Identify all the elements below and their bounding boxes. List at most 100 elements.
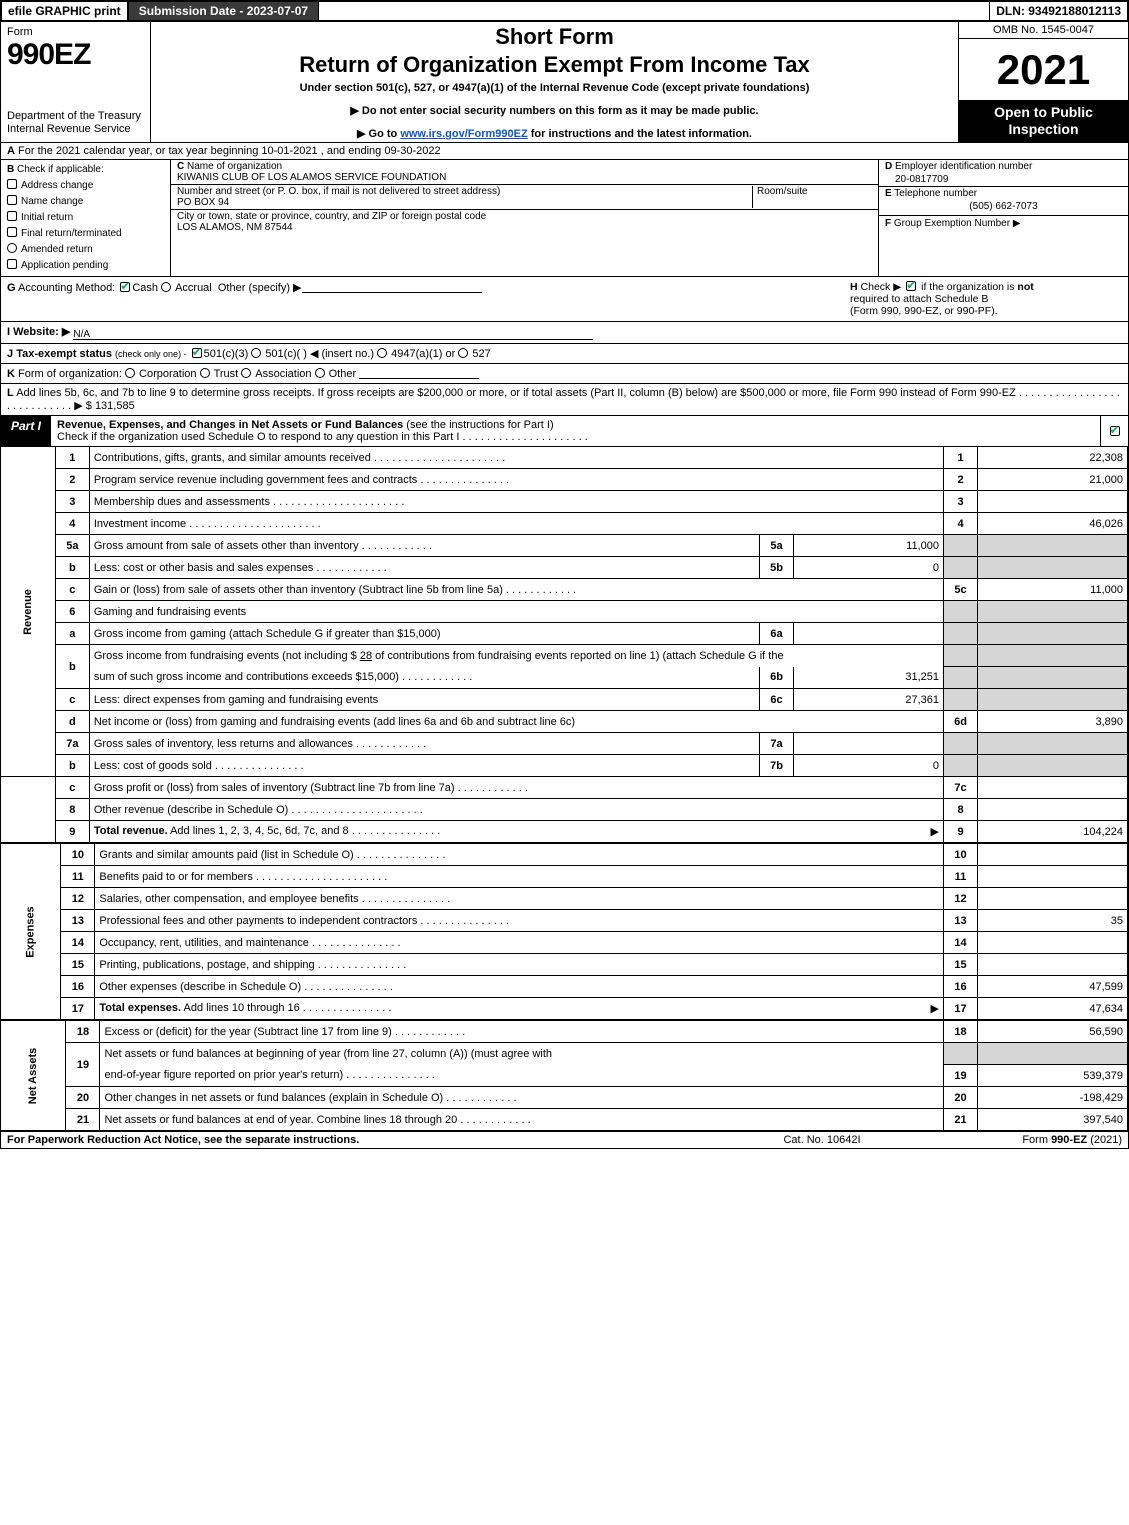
- line-19-desc: Net assets or fund balances at beginning…: [100, 1043, 944, 1065]
- corp-radio[interactable]: [125, 368, 135, 378]
- 4947-radio[interactable]: [377, 348, 387, 358]
- section-b-label: B: [7, 164, 14, 175]
- line-5b-desc: Less: cost or other basis and sales expe…: [94, 562, 387, 574]
- trust-label: Trust: [214, 368, 239, 380]
- line-14-value: [978, 932, 1128, 954]
- tax-year: 2021: [959, 39, 1128, 100]
- line-1-desc: Contributions, gifts, grants, and simila…: [94, 452, 505, 464]
- schedule-o-checkbox[interactable]: [1110, 426, 1120, 436]
- checkbox-icon: [7, 179, 17, 189]
- check-address-change[interactable]: Address change: [7, 178, 164, 194]
- line-15-rno: 15: [944, 954, 978, 976]
- line-18-no: 18: [66, 1021, 100, 1043]
- website-hdr: Website: ▶: [13, 326, 70, 338]
- line-7a-mno: 7a: [760, 733, 794, 755]
- line-20-value: -198,429: [978, 1087, 1128, 1109]
- check-application-pending[interactable]: Application pending: [7, 258, 164, 274]
- 527-radio[interactable]: [458, 348, 468, 358]
- tax-exempt-hdr: Tax-exempt status: [16, 348, 112, 360]
- line-5a-rval-shade: [978, 535, 1128, 557]
- section-g-label: G: [7, 282, 16, 294]
- check-amended-return[interactable]: Amended return: [7, 242, 164, 258]
- line-5a-mno: 5a: [760, 535, 794, 557]
- part-i-instr: (see the instructions for Part I): [406, 419, 553, 431]
- other-org-line: [359, 367, 479, 379]
- other-org-radio[interactable]: [315, 368, 325, 378]
- website-line: N/A: [73, 328, 593, 340]
- line-5c-rno: 5c: [944, 579, 978, 601]
- check-initial-return[interactable]: Initial return: [7, 210, 164, 226]
- 501c3-checkbox[interactable]: [192, 348, 202, 358]
- accrual-label: Accrual: [175, 282, 212, 294]
- section-k: K Form of organization: Corporation Trus…: [1, 363, 1128, 383]
- title-block: Form 990EZ Department of the Treasury In…: [1, 21, 1128, 142]
- cash-checkbox[interactable]: [120, 282, 130, 292]
- website-value: N/A: [73, 329, 90, 340]
- gross-receipts-value: $ 131,585: [86, 400, 135, 412]
- line-2-rno: 2: [944, 469, 978, 491]
- line-16-value: 47,599: [978, 976, 1128, 998]
- check-name-change[interactable]: Name change: [7, 194, 164, 210]
- line-3-rno: 3: [944, 491, 978, 513]
- section-i-label: I: [7, 326, 10, 338]
- 501c-radio[interactable]: [251, 348, 261, 358]
- assoc-label: Association: [255, 368, 311, 380]
- line-6b-mval: 31,251: [794, 667, 944, 689]
- line-4-rno: 4: [944, 513, 978, 535]
- irs-link[interactable]: www.irs.gov/Form990EZ: [400, 128, 527, 140]
- line-7b-desc: Less: cost of goods sold: [94, 760, 304, 772]
- line-9-desc2: Add lines 1, 2, 3, 4, 5c, 6d, 7c, and 8: [168, 825, 441, 837]
- assoc-radio[interactable]: [241, 368, 251, 378]
- line-10-no: 10: [61, 844, 95, 866]
- schedule-b-checkbox[interactable]: [906, 281, 916, 291]
- radio-icon: [7, 243, 17, 253]
- line-2-value: 21,000: [978, 469, 1128, 491]
- line-7a-desc: Gross sales of inventory, less returns a…: [94, 738, 426, 750]
- h-not: not: [1017, 281, 1033, 293]
- topbar-spacer: [319, 1, 989, 21]
- triangle-icon: ▶: [931, 825, 939, 838]
- line-7a-no: 7a: [55, 733, 89, 755]
- expenses-table: Expenses 10 Grants and similar amounts p…: [1, 843, 1128, 1020]
- ssn-warning: ▶ Do not enter social security numbers o…: [157, 104, 952, 117]
- line-5b-mval: 0: [794, 557, 944, 579]
- h-text2: required to attach Schedule B: [850, 293, 1122, 305]
- line-5a-no: 5a: [55, 535, 89, 557]
- triangle-icon: ▶: [1013, 218, 1021, 229]
- submission-date: Submission Date - 2023-07-07: [128, 1, 319, 21]
- line-16-desc: Other expenses (describe in Schedule O): [99, 981, 392, 993]
- check-only-one: (check only one) -: [115, 349, 187, 359]
- dln-number: DLN: 93492188012113: [989, 1, 1128, 21]
- line-16-rno: 16: [944, 976, 978, 998]
- line-11-no: 11: [61, 866, 95, 888]
- revenue-sidebar: Revenue: [1, 447, 55, 777]
- line-3-value: [978, 491, 1128, 513]
- line-6b-desc1b: of contributions from fundraising events…: [372, 650, 784, 662]
- org-name-hdr: Name of organization: [187, 161, 282, 172]
- 501c-label-b: ) ◀ (insert no.): [303, 348, 374, 360]
- line-20-rno: 20: [944, 1087, 978, 1109]
- section-def: D Employer identification number 20-0817…: [878, 160, 1128, 276]
- line-18-value: 56,590: [978, 1021, 1128, 1043]
- line-18-desc: Excess or (deficit) for the year (Subtra…: [104, 1026, 465, 1038]
- trust-radio[interactable]: [200, 368, 210, 378]
- ein-hdr: Employer identification number: [895, 161, 1032, 172]
- line-6d-no: d: [55, 711, 89, 733]
- line-3-desc: Membership dues and assessments: [94, 496, 405, 508]
- checkbox-icon: [7, 259, 17, 269]
- form-label: Form: [7, 26, 144, 38]
- part-i-check-dots: . . . . . . . . . . . . . . . . . . . . …: [462, 431, 587, 443]
- line-20-desc: Other changes in net assets or fund bala…: [104, 1092, 516, 1104]
- group-exemption-hdr: Group Exemption Number: [894, 218, 1010, 229]
- line-6-no: 6: [55, 601, 89, 623]
- cash-label: Cash: [132, 282, 158, 294]
- line-20-no: 20: [66, 1087, 100, 1109]
- section-a-text: For the 2021 calendar year, or tax year …: [18, 145, 441, 157]
- form-footer-id: Form 990-EZ (2021): [922, 1134, 1122, 1146]
- form-number: 990EZ: [7, 38, 144, 72]
- accrual-radio[interactable]: [161, 282, 171, 292]
- line-11-value: [978, 866, 1128, 888]
- check-final-return[interactable]: Final return/terminated: [7, 226, 164, 242]
- org-name: KIWANIS CLUB OF LOS ALAMOS SERVICE FOUND…: [177, 172, 872, 183]
- room-suite-hdr: Room/suite: [752, 186, 872, 208]
